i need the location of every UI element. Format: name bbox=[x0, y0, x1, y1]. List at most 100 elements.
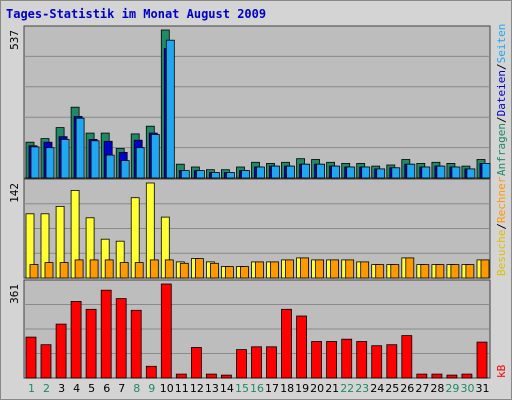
bar-kb-kb-day-2 bbox=[40, 344, 52, 379]
legend-hits-part-2: Dateien bbox=[495, 70, 508, 116]
day-label-7: 7 bbox=[118, 382, 125, 395]
bar-hits-seiten-day-14 bbox=[225, 172, 235, 179]
day-label-2: 2 bbox=[43, 382, 50, 395]
panel-max-label: 537 bbox=[8, 30, 21, 50]
bar-visits-rechner-day-22 bbox=[345, 259, 355, 279]
bar-kb-kb-day-21 bbox=[326, 341, 338, 379]
legend-hits-part-0: Anfragen bbox=[495, 123, 508, 176]
day-label-14: 14 bbox=[220, 382, 234, 395]
day-label-20: 20 bbox=[310, 382, 324, 395]
day-label-22: 22 bbox=[340, 382, 354, 395]
bar-hits-seiten-day-30 bbox=[466, 168, 476, 179]
day-label-13: 13 bbox=[205, 382, 219, 395]
legend-kb: kB bbox=[495, 364, 508, 378]
bar-visits-rechner-day-30 bbox=[465, 264, 475, 279]
bar-kb-kb-day-10 bbox=[160, 283, 172, 379]
bar-visits-rechner-day-14 bbox=[224, 266, 234, 279]
bar-visits-rechner-day-13 bbox=[209, 262, 219, 279]
bar-kb-kb-day-16 bbox=[251, 346, 262, 379]
bar-kb-kb-day-23 bbox=[356, 341, 368, 379]
bar-kb-kb-day-3 bbox=[55, 323, 67, 379]
panel-max-label: 142 bbox=[8, 183, 21, 203]
day-label-12: 12 bbox=[190, 382, 204, 395]
bar-visits-rechner-day-4 bbox=[74, 259, 84, 279]
bar-kb-kb-day-8 bbox=[130, 309, 142, 379]
bar-hits-seiten-day-22 bbox=[346, 166, 356, 179]
bar-kb-kb-day-29 bbox=[446, 374, 458, 379]
bar-kb-kb-day-30 bbox=[461, 373, 473, 379]
bar-hits-seiten-day-12 bbox=[195, 170, 205, 179]
legend-visits-part-0: Besuche bbox=[495, 230, 508, 276]
bar-kb-kb-day-7 bbox=[115, 298, 127, 379]
bar-kb-kb-day-26 bbox=[401, 335, 413, 379]
bar-kb-kb-day-28 bbox=[431, 373, 443, 379]
bar-hits-seiten-day-20 bbox=[316, 163, 326, 179]
bar-visits-rechner-day-17 bbox=[270, 261, 279, 279]
bar-visits-rechner-day-2 bbox=[44, 262, 54, 279]
bar-kb-kb-day-6 bbox=[100, 289, 112, 379]
bar-kb-kb-day-11 bbox=[175, 373, 187, 379]
bar-visits-rechner-day-24 bbox=[375, 264, 385, 279]
bar-hits-seiten-day-3 bbox=[60, 138, 70, 179]
day-label-15: 15 bbox=[235, 382, 249, 395]
bar-kb-kb-day-18 bbox=[281, 308, 292, 379]
bar-visits-rechner-day-8 bbox=[134, 262, 144, 279]
bar-visits-rechner-day-28 bbox=[435, 264, 445, 279]
bar-kb-kb-day-4 bbox=[70, 300, 82, 379]
bar-kb-kb-day-15 bbox=[236, 349, 247, 379]
bar-kb-kb-day-13 bbox=[205, 373, 217, 379]
bar-kb-kb-day-20 bbox=[311, 341, 323, 379]
bar-visits-rechner-day-7 bbox=[119, 262, 129, 279]
day-label-9: 9 bbox=[148, 382, 155, 395]
bar-kb-kb-day-27 bbox=[416, 373, 428, 379]
chart-panels: 537 142 361 bbox=[8, 25, 491, 379]
bar-hits-seiten-day-23 bbox=[361, 166, 371, 179]
day-label-19: 19 bbox=[295, 382, 309, 395]
bar-hits-seiten-day-19 bbox=[301, 163, 311, 179]
bar-visits-rechner-day-9 bbox=[149, 259, 159, 279]
bar-visits-rechner-day-11 bbox=[179, 262, 189, 279]
day-label-30: 30 bbox=[461, 382, 475, 395]
bar-kb-kb-day-9 bbox=[145, 365, 157, 379]
legend-hits-part-4: Seiten bbox=[495, 24, 508, 64]
day-label-5: 5 bbox=[88, 382, 95, 395]
bar-hits-seiten-day-13 bbox=[210, 172, 220, 179]
day-label-6: 6 bbox=[103, 382, 110, 395]
bar-hits-seiten-day-29 bbox=[451, 166, 461, 179]
bar-hits-seiten-day-17 bbox=[271, 165, 280, 179]
bar-visits-rechner-day-19 bbox=[300, 257, 310, 279]
bar-hits-seiten-day-6 bbox=[105, 154, 115, 179]
bar-visits-rechner-day-3 bbox=[59, 262, 69, 279]
bar-kb-kb-day-19 bbox=[296, 315, 308, 379]
bar-kb-kb-day-17 bbox=[266, 346, 277, 379]
day-label-3: 3 bbox=[58, 382, 65, 395]
bar-hits-seiten-day-8 bbox=[135, 147, 145, 179]
bar-visits-rechner-day-12 bbox=[194, 258, 204, 279]
bar-hits-seiten-day-4 bbox=[75, 117, 85, 179]
bar-hits-seiten-day-26 bbox=[406, 163, 416, 179]
bar-visits-rechner-day-20 bbox=[315, 259, 325, 279]
legend-hits-part-3: / bbox=[495, 63, 508, 70]
bar-visits-rechner-day-6 bbox=[104, 259, 114, 279]
day-label-26: 26 bbox=[400, 382, 414, 395]
bar-kb-kb-day-1 bbox=[25, 336, 37, 379]
day-label-25: 25 bbox=[385, 382, 399, 395]
day-label-11: 11 bbox=[175, 382, 189, 395]
panel-visits: 142 bbox=[8, 178, 491, 279]
bar-hits-seiten-day-1 bbox=[30, 146, 40, 179]
legend-hits: Anfragen/Dateien/Seiten bbox=[495, 24, 508, 176]
bar-hits-seiten-day-11 bbox=[180, 170, 190, 179]
bar-hits-seiten-day-10 bbox=[165, 39, 175, 179]
bar-kb-kb-day-24 bbox=[371, 345, 383, 379]
bar-kb-kb-day-12 bbox=[190, 347, 202, 379]
day-label-8: 8 bbox=[133, 382, 140, 395]
day-labels: 1 2 3 4 5 6 7 8 9 10 11 12 13 14 15 16 17 18 19 20 21 22 23 24 2… bbox=[28, 382, 490, 395]
panel-max-label: 361 bbox=[8, 284, 21, 304]
panel-hits: 537 bbox=[8, 25, 491, 179]
legend-hits-part-1: / bbox=[495, 116, 508, 123]
legend-visits-part-1: / bbox=[495, 223, 508, 230]
bar-kb-kb-day-31 bbox=[476, 341, 488, 379]
bar-kb-kb-day-22 bbox=[341, 338, 353, 379]
bar-visits-rechner-day-26 bbox=[405, 257, 415, 279]
